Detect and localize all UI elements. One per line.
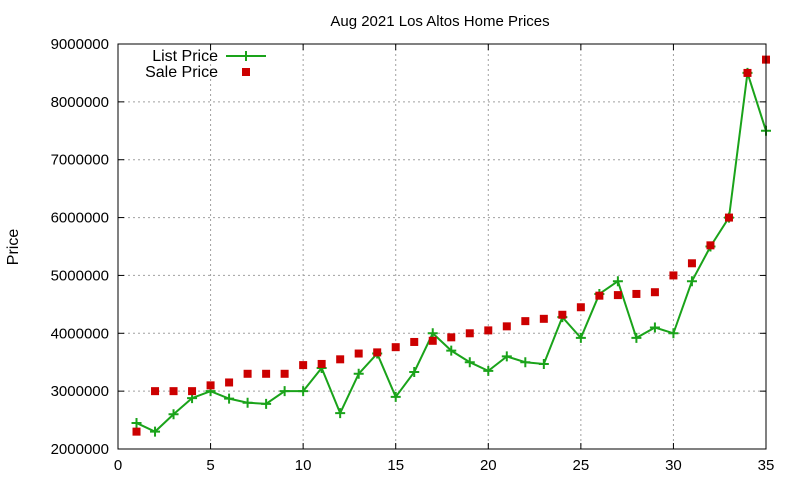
legend-marker-list-price bbox=[241, 51, 251, 61]
list-price-point bbox=[168, 409, 179, 420]
list-price-point bbox=[224, 393, 235, 404]
legend: List Price Sale Price bbox=[145, 48, 266, 81]
list-price-point bbox=[538, 358, 549, 369]
list-price-point bbox=[150, 426, 161, 437]
list-price-point bbox=[409, 367, 420, 378]
series-line-list-price bbox=[136, 72, 767, 433]
sale-price-point bbox=[447, 333, 456, 342]
plot-frame bbox=[117, 43, 767, 450]
y-axis-title: Price bbox=[5, 229, 22, 266]
list-price-point bbox=[427, 328, 438, 339]
x-tick-label: 25 bbox=[573, 457, 590, 474]
grid bbox=[118, 44, 766, 449]
x-tick-label: 30 bbox=[665, 457, 682, 474]
list-price-point bbox=[390, 391, 401, 402]
x-tick-label: 20 bbox=[480, 457, 497, 474]
sale-price-point bbox=[484, 326, 493, 335]
sale-price-point bbox=[132, 427, 141, 436]
axis-ticks bbox=[117, 43, 767, 450]
sale-price-point bbox=[724, 213, 733, 222]
sale-price-point bbox=[317, 359, 326, 368]
sale-price-point bbox=[650, 288, 659, 297]
legend-label-list-price: List Price bbox=[152, 48, 218, 65]
x-tick-label: 15 bbox=[387, 457, 404, 474]
sale-price-point bbox=[595, 291, 604, 300]
sale-price-point bbox=[558, 310, 567, 319]
y-tick-label: 2000000 bbox=[51, 441, 109, 458]
sale-price-point bbox=[687, 259, 696, 268]
x-tick-label: 35 bbox=[758, 457, 775, 474]
list-price-point bbox=[298, 386, 309, 397]
chart-title: Aug 2021 Los Altos Home Prices bbox=[330, 13, 549, 30]
sale-price-point bbox=[706, 241, 715, 250]
y-tick-label: 3000000 bbox=[51, 383, 109, 400]
sale-price-point bbox=[299, 361, 308, 370]
list-price-point bbox=[335, 408, 346, 419]
sale-price-point bbox=[428, 336, 437, 345]
list-price-point bbox=[464, 357, 475, 368]
list-price-point bbox=[353, 368, 364, 379]
sale-price-point bbox=[206, 381, 215, 390]
list-price-point bbox=[686, 276, 697, 287]
tick-labels: 0 5 10 15 20 25 30 35 2000000 3000000 4000000 50000… bbox=[51, 36, 775, 474]
list-price-point bbox=[279, 386, 290, 397]
sale-price-point bbox=[225, 378, 234, 387]
list-price-point bbox=[575, 332, 586, 343]
y-tick-label: 7000000 bbox=[51, 152, 109, 169]
list-price-point bbox=[612, 276, 623, 287]
sale-price-point bbox=[391, 343, 400, 352]
legend-label-sale-price: Sale Price bbox=[145, 64, 218, 81]
x-tick-label: 5 bbox=[206, 457, 214, 474]
sale-price-point bbox=[410, 337, 419, 346]
sale-price-point bbox=[743, 68, 752, 77]
list-price-point bbox=[446, 345, 457, 356]
list-price-point bbox=[631, 332, 642, 343]
sale-price-point bbox=[521, 317, 530, 326]
list-price-point bbox=[131, 417, 142, 428]
sale-price-point bbox=[613, 291, 622, 300]
sale-price-point bbox=[632, 289, 641, 298]
sale-price-point bbox=[243, 369, 252, 378]
list-price-point bbox=[501, 351, 512, 362]
sale-price-point bbox=[151, 387, 160, 396]
sale-price-point bbox=[373, 348, 382, 357]
y-tick-label: 4000000 bbox=[51, 325, 109, 342]
sale-price-point bbox=[354, 349, 363, 358]
list-price-point bbox=[520, 357, 531, 368]
y-tick-label: 9000000 bbox=[51, 36, 109, 53]
sale-price-point bbox=[576, 303, 585, 312]
list-price-point bbox=[483, 365, 494, 376]
sale-price-point bbox=[539, 314, 548, 323]
sale-price-point bbox=[280, 369, 289, 378]
sale-price-point bbox=[262, 369, 271, 378]
sale-price-point bbox=[502, 322, 511, 331]
series bbox=[131, 55, 771, 437]
sale-price-point bbox=[188, 387, 197, 396]
y-tick-label: 5000000 bbox=[51, 267, 109, 284]
y-tick-label: 6000000 bbox=[51, 210, 109, 227]
sale-price-point bbox=[336, 355, 345, 364]
list-price-point bbox=[649, 322, 660, 333]
list-price-point bbox=[261, 398, 272, 409]
sale-price-point bbox=[169, 387, 178, 396]
sale-price-point bbox=[465, 329, 474, 338]
x-tick-label: 0 bbox=[114, 457, 122, 474]
y-tick-label: 8000000 bbox=[51, 94, 109, 111]
x-tick-label: 10 bbox=[295, 457, 312, 474]
list-price-point bbox=[242, 397, 253, 408]
legend-marker-sale-price bbox=[242, 68, 250, 76]
sale-price-point bbox=[669, 271, 678, 280]
list-price-point bbox=[668, 328, 679, 339]
